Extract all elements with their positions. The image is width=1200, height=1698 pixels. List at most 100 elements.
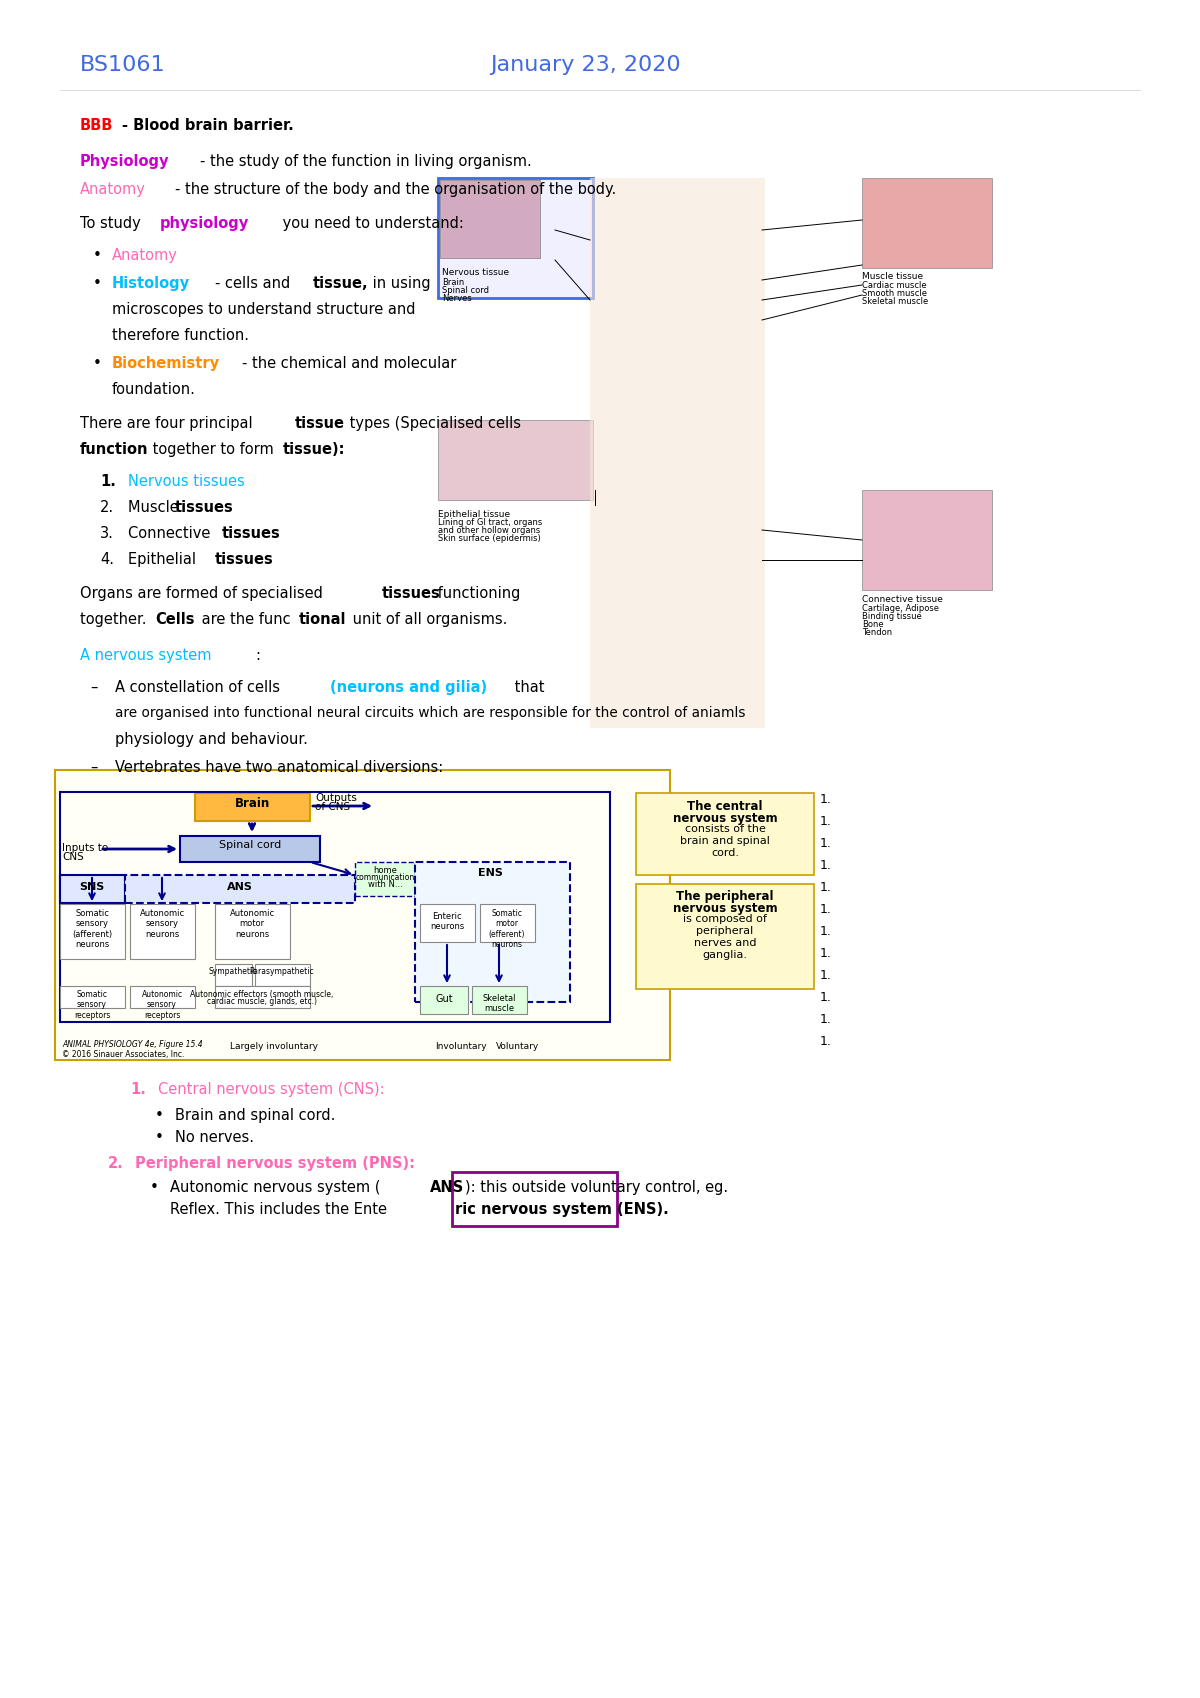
- Text: Cardiac muscle: Cardiac muscle: [862, 280, 926, 290]
- Text: Voluntary: Voluntary: [496, 1043, 539, 1051]
- Text: January 23, 2020: January 23, 2020: [490, 54, 680, 75]
- Text: functioning: functioning: [433, 586, 521, 601]
- Text: (neurons and gilia): (neurons and gilia): [330, 679, 487, 694]
- Text: •: •: [94, 248, 102, 263]
- Text: tissues: tissues: [175, 499, 234, 514]
- Text: - cells and: - cells and: [215, 277, 295, 290]
- Text: Smooth muscle: Smooth muscle: [862, 289, 928, 299]
- Text: :: :: [256, 649, 260, 662]
- Text: Biochemistry: Biochemistry: [112, 357, 220, 370]
- Bar: [415, 863, 570, 1002]
- Text: ganglia.: ganglia.: [702, 949, 748, 959]
- Text: To study: To study: [80, 216, 145, 231]
- Text: Cartilage, Adipose: Cartilage, Adipose: [862, 604, 940, 613]
- Text: Sympathetic: Sympathetic: [209, 966, 257, 976]
- Text: Tendon: Tendon: [862, 628, 892, 637]
- Text: Outputs: Outputs: [314, 793, 356, 803]
- Text: nerves and: nerves and: [694, 937, 756, 947]
- Text: - the study of the function in living organism.: - the study of the function in living or…: [200, 155, 532, 170]
- Bar: [130, 987, 194, 1009]
- Text: - the chemical and molecular: - the chemical and molecular: [242, 357, 456, 370]
- Text: ANS: ANS: [227, 881, 253, 891]
- Text: Autonomic
sensory
neurons: Autonomic sensory neurons: [139, 908, 185, 939]
- Bar: [215, 987, 310, 1009]
- Text: Skin surface (epidermis): Skin surface (epidermis): [438, 533, 541, 543]
- Bar: [420, 987, 468, 1014]
- Text: Autonomic effectors (smooth muscle,: Autonomic effectors (smooth muscle,: [191, 990, 334, 998]
- Text: Lining of GI tract, organs: Lining of GI tract, organs: [438, 518, 542, 526]
- Text: Central nervous system (CNS):: Central nervous system (CNS):: [158, 1082, 385, 1097]
- Text: tissues: tissues: [215, 552, 274, 567]
- Bar: [125, 874, 355, 903]
- Text: © 2016 Sinauer Associates, Inc.: © 2016 Sinauer Associates, Inc.: [62, 1049, 185, 1060]
- Bar: [215, 903, 290, 959]
- Text: Somatic
sensory
(afferent)
neurons: Somatic sensory (afferent) neurons: [72, 908, 112, 949]
- Bar: [636, 793, 814, 874]
- Text: 1.: 1.: [820, 992, 832, 1004]
- Text: nervous system: nervous system: [673, 812, 778, 825]
- Text: in using: in using: [368, 277, 431, 290]
- Text: BS1061: BS1061: [80, 54, 166, 75]
- Text: Somatic
sensory
receptors: Somatic sensory receptors: [74, 990, 110, 1020]
- Text: Spinal cord: Spinal cord: [218, 841, 281, 851]
- Text: Anatomy: Anatomy: [112, 248, 178, 263]
- Text: 2.: 2.: [108, 1156, 124, 1172]
- Text: Cells: Cells: [155, 611, 194, 627]
- Text: BBB: BBB: [80, 117, 113, 132]
- Text: Brain: Brain: [234, 796, 270, 810]
- Bar: [438, 419, 593, 499]
- Text: 1.: 1.: [130, 1082, 146, 1097]
- Text: Epithelial: Epithelial: [128, 552, 200, 567]
- Text: brain and spinal: brain and spinal: [680, 835, 770, 846]
- Text: communication: communication: [355, 873, 415, 881]
- Text: 1.: 1.: [820, 970, 832, 981]
- Bar: [862, 491, 992, 589]
- Text: Connective tissue: Connective tissue: [862, 594, 943, 604]
- Text: together to form: together to form: [148, 441, 278, 457]
- Text: 1.: 1.: [820, 925, 832, 937]
- Text: tissue: tissue: [295, 416, 346, 431]
- Text: •: •: [150, 1180, 158, 1195]
- Text: home: home: [373, 866, 397, 874]
- Text: Brain: Brain: [442, 278, 464, 287]
- Text: A nervous system: A nervous system: [80, 649, 211, 662]
- Text: 1.: 1.: [820, 903, 832, 915]
- Text: 2.: 2.: [100, 499, 114, 514]
- Text: Binding tissue: Binding tissue: [862, 611, 922, 621]
- Text: - the structure of the body and the organisation of the body.: - the structure of the body and the orga…: [175, 182, 617, 197]
- Text: ric nervous system (ENS).: ric nervous system (ENS).: [455, 1202, 668, 1217]
- Text: There are four principal: There are four principal: [80, 416, 257, 431]
- Text: tissues: tissues: [222, 526, 281, 542]
- Text: ): this outside voluntary control, eg.: ): this outside voluntary control, eg.: [466, 1180, 728, 1195]
- Text: A constellation of cells: A constellation of cells: [115, 679, 284, 694]
- Bar: [194, 793, 310, 822]
- Text: Reflex. This includes the Ente: Reflex. This includes the Ente: [170, 1202, 386, 1217]
- Text: peripheral: peripheral: [696, 925, 754, 936]
- Text: function: function: [80, 441, 149, 457]
- Text: 1.: 1.: [820, 1014, 832, 1026]
- Text: Nervous tissues: Nervous tissues: [128, 474, 245, 489]
- Text: microscopes to understand structure and: microscopes to understand structure and: [112, 302, 415, 318]
- Text: Skeletal muscle: Skeletal muscle: [862, 297, 929, 306]
- Text: Gut: Gut: [436, 993, 452, 1004]
- Bar: [452, 1172, 617, 1226]
- Bar: [355, 863, 415, 897]
- Text: of CNS: of CNS: [314, 801, 350, 812]
- Bar: [438, 178, 593, 299]
- Text: The peripheral: The peripheral: [677, 890, 774, 903]
- Text: ANS: ANS: [430, 1180, 464, 1195]
- Text: Largely involuntary: Largely involuntary: [230, 1043, 318, 1051]
- Bar: [60, 903, 125, 959]
- Text: Nerves: Nerves: [442, 294, 472, 302]
- Text: consists of the: consists of the: [684, 824, 766, 834]
- Text: types (Specialised cells: types (Specialised cells: [346, 416, 521, 431]
- Text: •: •: [94, 277, 102, 290]
- Text: with N...: with N...: [367, 880, 402, 890]
- Text: Epithelial tissue: Epithelial tissue: [438, 509, 510, 520]
- Text: Involuntary: Involuntary: [436, 1043, 487, 1051]
- Text: Vertebrates have two anatomical diversions:: Vertebrates have two anatomical diversio…: [115, 761, 443, 774]
- Text: cardiac muscle, glands, etc.): cardiac muscle, glands, etc.): [208, 997, 317, 1005]
- Text: are the func: are the func: [197, 611, 290, 627]
- Text: ANIMAL PHYSIOLOGY 4e, Figure 15.4: ANIMAL PHYSIOLOGY 4e, Figure 15.4: [62, 1039, 203, 1049]
- Text: CNS: CNS: [62, 852, 84, 863]
